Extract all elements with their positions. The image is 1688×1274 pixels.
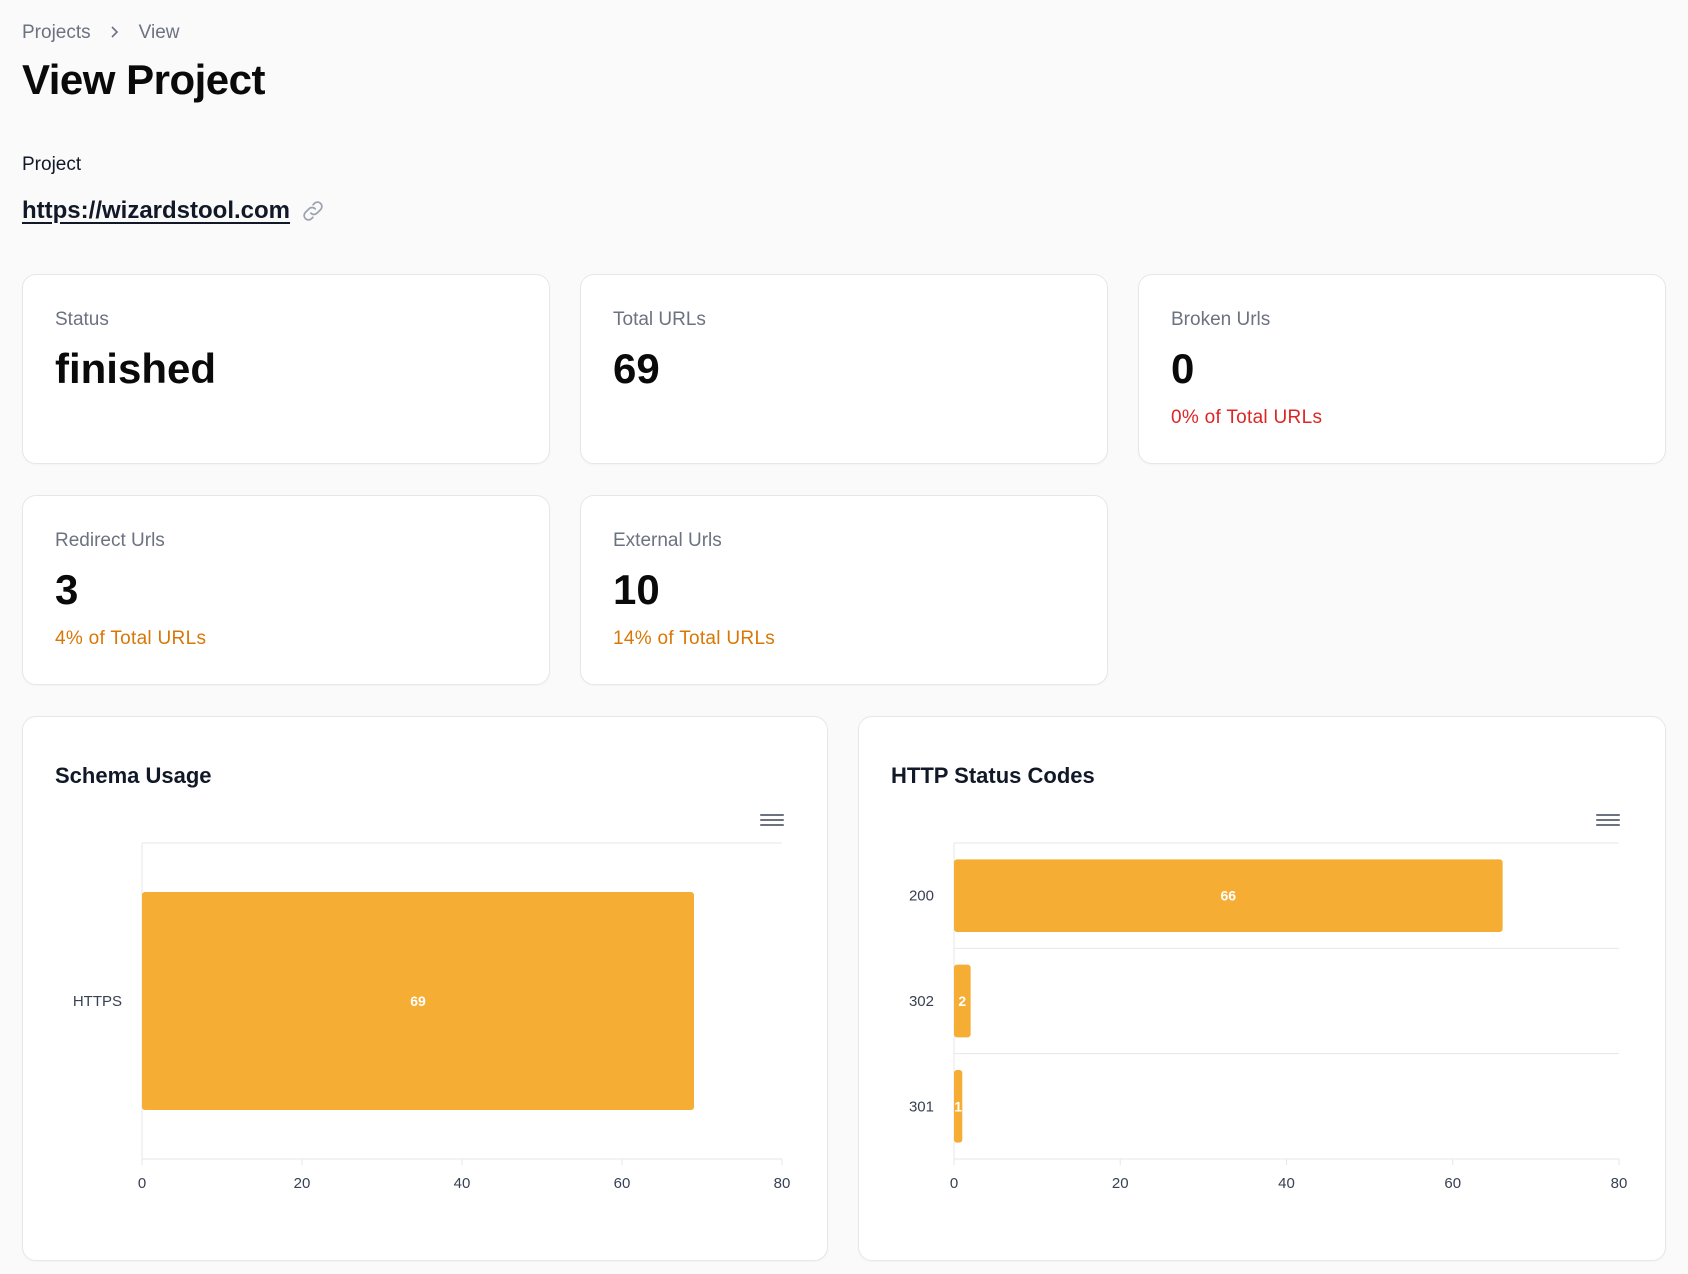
x-tick-label: 80: [774, 1175, 791, 1192]
bar: [954, 859, 1503, 933]
y-tick-label: 301: [909, 1098, 934, 1115]
x-tick-label: 40: [1278, 1175, 1295, 1192]
bar-data-label: 2: [958, 993, 966, 1009]
bar: [954, 1069, 963, 1143]
chevron-right-icon: [109, 23, 121, 44]
broken-urls-label: Broken Urls: [1171, 309, 1271, 330]
status-label: Status: [55, 309, 109, 330]
broken-urls-card: Broken Urls 0 0% of Total URLs: [1138, 274, 1666, 464]
bar: [954, 964, 971, 1038]
bar-data-label: 69: [410, 993, 426, 1009]
project-label: Project: [22, 154, 82, 175]
bar-data-label: 1: [954, 1098, 962, 1114]
redirect-urls-label: Redirect Urls: [55, 530, 165, 551]
total-urls-value: 69: [613, 345, 660, 392]
http-status-chart: 0 20 40 60 80 66 200 2 302 1 301: [909, 842, 1628, 1192]
x-tick-label: 0: [950, 1175, 958, 1192]
status-value: finished: [55, 345, 217, 392]
total-urls-label: Total URLs: [613, 309, 706, 330]
y-tick-label: 200: [909, 888, 934, 905]
bar: [142, 891, 694, 1111]
external-urls-value: 10: [613, 566, 660, 613]
link-icon: [303, 201, 323, 221]
hamburger-menu-icon[interactable]: [1596, 811, 1620, 831]
x-tick-label: 60: [1444, 1175, 1461, 1192]
breadcrumb-projects-link[interactable]: Projects: [22, 22, 91, 43]
broken-urls-value: 0: [1171, 345, 1195, 392]
schema-usage-chart: 0 20 40 60 80 69 HTTPS: [73, 842, 791, 1192]
external-urls-card: External Urls 10 14% of Total URLs: [580, 495, 1108, 685]
x-tick-label: 40: [454, 1175, 471, 1192]
bar-data-label: 66: [1221, 888, 1237, 904]
project-url-text: https://wizardstool.com: [22, 197, 291, 224]
project-url-link[interactable]: https://wizardstool.com: [22, 197, 326, 225]
external-urls-percentage: 14% of Total URLs: [613, 628, 776, 649]
hamburger-menu-icon[interactable]: [760, 811, 784, 831]
y-tick-label: HTTPS: [73, 993, 122, 1010]
redirect-urls-value: 3: [55, 566, 79, 613]
x-tick-label: 20: [294, 1175, 311, 1192]
redirect-urls-card: Redirect Urls 3 4% of Total URLs: [22, 495, 550, 685]
schema-usage-card: Schema Usage 0 20 40 60 80 69 HTTPS: [22, 716, 828, 1261]
x-tick-label: 80: [1611, 1175, 1628, 1192]
redirect-urls-percentage: 4% of Total URLs: [55, 628, 207, 649]
breadcrumb-current: View: [138, 22, 180, 43]
breadcrumb: Projects View: [22, 22, 179, 44]
schema-usage-title: Schema Usage: [55, 763, 212, 788]
x-tick-label: 20: [1112, 1175, 1129, 1192]
total-urls-card: Total URLs 69: [580, 274, 1108, 464]
y-tick-label: 302: [909, 993, 934, 1010]
external-urls-label: External Urls: [613, 530, 722, 551]
x-tick-label: 60: [614, 1175, 631, 1192]
http-status-title: HTTP Status Codes: [891, 763, 1095, 788]
x-tick-label: 0: [138, 1175, 146, 1192]
status-card: Status finished: [22, 274, 550, 464]
page-title: View Project: [22, 56, 266, 103]
http-status-card: HTTP Status Codes 0 20 40 60 80 66 200 2 302 1 301: [858, 716, 1666, 1261]
broken-urls-percentage: 0% of Total URLs: [1171, 407, 1323, 428]
